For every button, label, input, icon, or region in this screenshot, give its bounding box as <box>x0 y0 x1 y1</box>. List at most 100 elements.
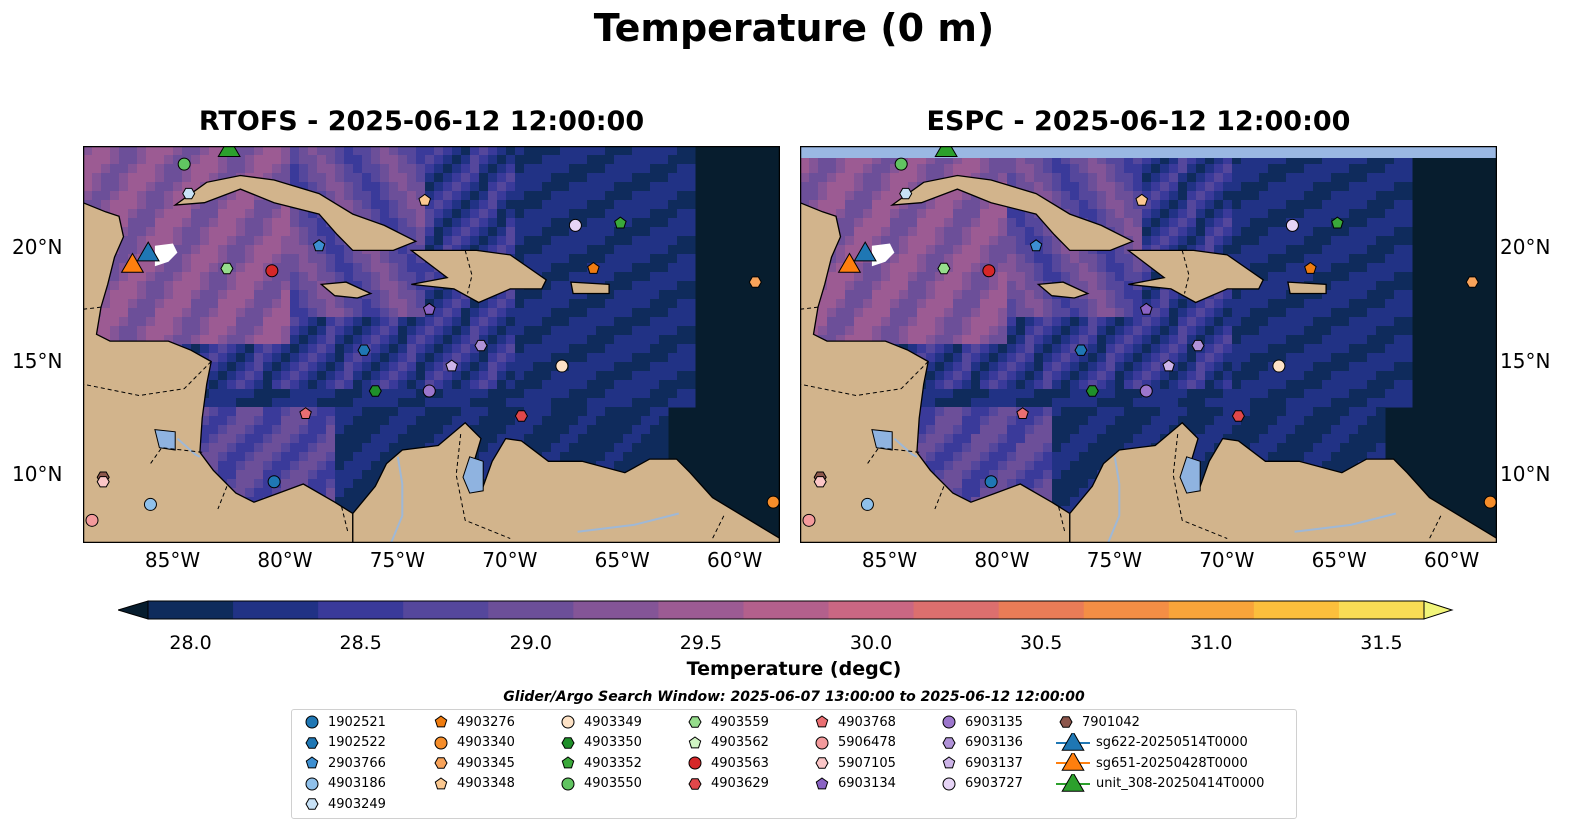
legend-label: 6903137 <box>965 755 1023 771</box>
pentagon-marker-icon <box>688 735 702 748</box>
triangle-marker-icon <box>1061 732 1085 751</box>
lon-tick-label: 85°W <box>144 548 201 572</box>
legend-item: 4903559 <box>685 712 769 732</box>
lon-tick-label: 85°W <box>861 548 918 572</box>
triangle-marker-icon <box>1061 773 1085 792</box>
argo-float-marker <box>802 513 816 527</box>
legend-item: 4903563 <box>685 753 769 773</box>
legend-item: 4903276 <box>431 712 515 732</box>
argo-float-marker <box>1285 218 1299 232</box>
legend-label: 6903727 <box>965 776 1023 791</box>
argo-float-marker <box>899 187 913 200</box>
landmass <box>1036 281 1090 299</box>
colorbar-bin <box>148 601 234 619</box>
legend-label: 4903559 <box>711 714 769 730</box>
legend-label: 4903345 <box>457 755 515 771</box>
colorbar-label: Temperature (degC) <box>686 658 902 680</box>
legend-item: 1902521 <box>302 712 386 732</box>
glider-marker <box>837 252 862 273</box>
circle-marker-icon <box>434 736 448 749</box>
hexagon-marker-icon <box>688 716 702 728</box>
lon-tick-label: 60°W <box>707 548 763 572</box>
argo-float-marker <box>357 344 371 356</box>
argo-float-marker <box>312 239 326 252</box>
legend-item: 4903562 <box>685 733 769 753</box>
hexagon-marker-icon <box>942 736 956 749</box>
argo-float-marker <box>422 302 436 315</box>
landmass <box>1069 421 1497 543</box>
pentagon-marker-icon <box>305 756 319 769</box>
argo-float-marker <box>748 276 762 288</box>
argo-float-marker <box>894 157 908 171</box>
argo-float-marker <box>766 495 780 509</box>
landmass <box>83 201 354 543</box>
circle-marker-icon <box>561 777 575 790</box>
colorbar-tick-label: 31.5 <box>1360 632 1403 654</box>
lon-tick-label: 80°W <box>974 548 1030 572</box>
argo-float-marker <box>220 262 234 275</box>
colorbar-bin <box>573 601 659 619</box>
argo-float-marker <box>143 497 157 511</box>
legend-item: 6903137 <box>939 753 1023 773</box>
circle-marker-icon <box>305 715 319 729</box>
colorbar-tick-label: 28.5 <box>339 632 382 654</box>
argo-float-marker <box>982 264 996 278</box>
argo-float-marker <box>1331 216 1344 229</box>
legend-label: 4903340 <box>457 735 515 750</box>
argo-float-marker <box>418 193 432 206</box>
hexagon-marker-icon <box>688 777 702 790</box>
argo-float-marker <box>1139 384 1153 398</box>
circle-marker-icon <box>942 715 956 729</box>
lat-tick-label: 20°N <box>1500 235 1551 260</box>
lat-tick-label: 15°N <box>12 348 63 373</box>
legend-label: unit_308-20250414T0000 <box>1096 776 1265 791</box>
legend-label: 1902522 <box>328 735 386 750</box>
landmass <box>352 421 780 543</box>
argo-float-marker <box>1304 261 1317 274</box>
legend-label: sg622-20250514T0000 <box>1096 735 1248 750</box>
argo-float-marker <box>1272 359 1286 373</box>
argo-float-marker <box>299 407 312 419</box>
colorbar-bin <box>658 601 744 619</box>
legend-title: Glider/Argo Search Window: 2025-06-07 13… <box>503 689 1085 705</box>
legend-item: 7901042 <box>1056 712 1140 732</box>
argo-float-marker <box>1139 302 1153 315</box>
legend-label: 4903352 <box>584 755 642 771</box>
argo-float-marker <box>568 218 582 232</box>
legend-item: 4903349 <box>558 712 642 732</box>
legend-label: 4903348 <box>457 776 515 791</box>
legend-item: 4903768 <box>812 712 896 732</box>
lat-tick-label: 10°N <box>12 461 63 486</box>
legend-label: 4903186 <box>328 776 386 791</box>
landmass <box>1126 249 1265 304</box>
colorbar-bin <box>318 601 404 619</box>
argo-float-marker <box>1085 385 1099 397</box>
colorbar-tick-label: 29.5 <box>679 632 723 654</box>
panel-title-rtofs: RTOFS - 2025-06-12 12:00:00 <box>198 106 645 137</box>
argo-float-marker <box>984 475 998 489</box>
legend-item: 4903249 <box>302 794 386 814</box>
lon-tick-label: 70°W <box>482 548 538 572</box>
argo-float-marker <box>813 476 827 488</box>
lon-tick-label: 65°W <box>1311 548 1367 572</box>
colorbar-tick-label: 30.0 <box>849 632 893 654</box>
argo-float-marker <box>265 264 279 278</box>
colorbar-bin <box>403 601 489 619</box>
glider-marker <box>853 241 877 262</box>
legend-label: 4903349 <box>584 714 642 730</box>
hexagon-marker-icon <box>305 798 319 810</box>
argo-float-marker <box>445 359 458 372</box>
colorbar-tick-label: 29.0 <box>509 632 552 654</box>
legend-label: 1902521 <box>328 714 386 730</box>
colorbar-bin <box>743 601 830 619</box>
landmass <box>570 281 610 295</box>
argo-float-marker <box>587 261 600 274</box>
landmass <box>889 174 1135 252</box>
lon-tick-label: 75°W <box>369 548 425 572</box>
legend-label: 5906478 <box>838 735 896 750</box>
colorbar-bin <box>1083 601 1170 619</box>
glider-marker <box>120 252 145 273</box>
hexagon-marker-icon <box>305 736 319 749</box>
legend-item: 4903186 <box>302 774 386 794</box>
legend-item: 1902522 <box>302 733 386 753</box>
